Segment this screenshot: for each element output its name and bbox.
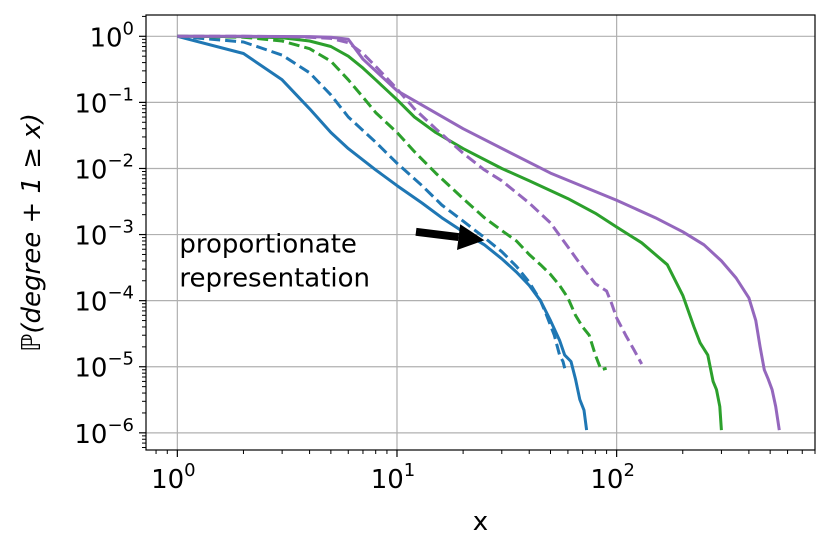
y-tick-label-exp-6: −6 (107, 415, 134, 436)
y-axis-label: ℙ(degree + 1 ≥ x) (17, 113, 47, 352)
annotation: proportionate representation (179, 224, 485, 294)
series-group (176, 34, 781, 431)
x-tick-label-base-1: 10 (371, 465, 404, 495)
annotation-arrow-shaft (415, 227, 460, 242)
y-tick-label-0: 100 (89, 18, 134, 53)
series-line-4 (177, 34, 781, 431)
x-tick-label-exp-0: 0 (184, 460, 195, 481)
y-tick-label-1: 10−1 (74, 84, 134, 119)
y-tick-label-exp-4: −4 (107, 283, 134, 304)
y-tick-label-exp-3: −3 (107, 217, 134, 238)
x-tick-label-exp-1: 1 (404, 460, 415, 481)
y-tick-label-exp-0: 0 (123, 18, 134, 39)
x-tick-label-0: 100 (151, 460, 196, 495)
y-tick-label-base-2: 10 (74, 155, 107, 185)
x-axis-label: x (473, 507, 488, 537)
y-tick-label-base-6: 10 (74, 420, 107, 450)
annotation-text-line2: representation (179, 264, 370, 294)
annotation-arrow-head (457, 224, 485, 250)
series-line-1 (177, 34, 567, 369)
y-tick-label-base-4: 10 (74, 288, 107, 318)
x-tick-label-base-2: 10 (590, 465, 623, 495)
y-tick-label-base-1: 10 (74, 89, 107, 119)
x-tick-label-2: 102 (590, 460, 635, 495)
y-tick-label-exp-1: −1 (107, 84, 134, 105)
y-tick-label-2: 10−2 (74, 150, 134, 185)
y-tick-label-4: 10−4 (74, 283, 134, 318)
y-tick-label-6: 10−6 (74, 415, 134, 450)
series-line-0 (176, 34, 589, 431)
y-tick-label-3: 10−3 (74, 217, 134, 252)
plot-area-frame (145, 14, 816, 451)
y-tick-label-base-3: 10 (74, 222, 107, 252)
y-tick-label-base-0: 10 (89, 23, 122, 53)
x-tick-label-base-0: 10 (151, 465, 184, 495)
y-tick-label-base-5: 10 (74, 354, 107, 384)
y-tick-label-5: 10−5 (74, 349, 134, 384)
series-line-5 (177, 34, 644, 365)
y-tick-label-exp-2: −2 (107, 150, 134, 171)
series-line-2 (177, 34, 723, 431)
y-tick-label-exp-5: −5 (107, 349, 134, 370)
annotation-text-line1: proportionate (179, 230, 357, 260)
x-tick-label-exp-2: 2 (623, 460, 634, 481)
x-tick-label-1: 101 (371, 460, 416, 495)
series-line-3 (177, 34, 608, 372)
